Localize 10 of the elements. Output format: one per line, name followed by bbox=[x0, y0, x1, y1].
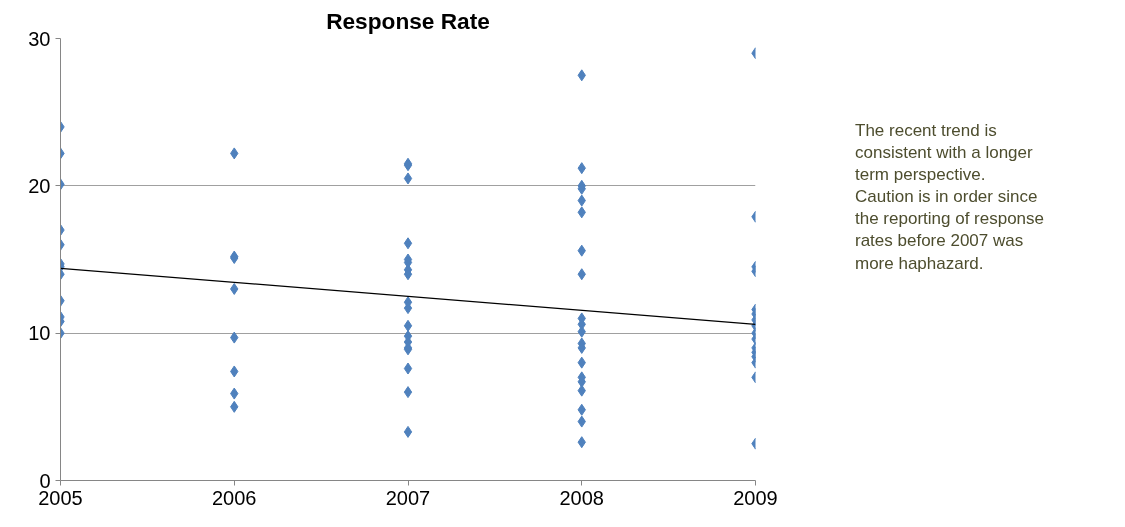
y-tick-label: 20 bbox=[28, 174, 51, 197]
x-tick-label: 2009 bbox=[733, 486, 778, 509]
x-tick-label: 2008 bbox=[559, 486, 604, 509]
y-tick-label: 10 bbox=[28, 322, 51, 345]
y-tick-label: 0 bbox=[39, 469, 51, 492]
chart-title: Response Rate bbox=[326, 7, 490, 34]
x-tick-label: 2007 bbox=[385, 486, 431, 509]
text: The recent trend is consistent with a longer term perspective. Caution is in order since the reporting of response rates before 2007 was more haphazard. bbox=[855, 120, 1045, 275]
y-tick-label: 30 bbox=[28, 27, 51, 50]
x-tick-label: 2006 bbox=[212, 486, 257, 509]
